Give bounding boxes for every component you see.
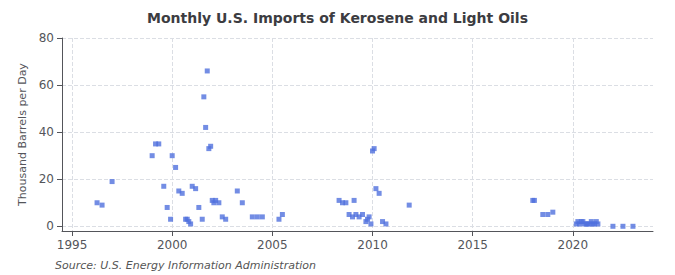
svg-text:60: 60 (39, 78, 54, 92)
svg-text:0: 0 (46, 219, 54, 233)
svg-text:80: 80 (39, 31, 54, 45)
svg-text:20: 20 (39, 172, 54, 186)
svg-text:2015: 2015 (457, 238, 488, 252)
svg-text:2000: 2000 (157, 238, 188, 252)
svg-text:2005: 2005 (257, 238, 288, 252)
svg-text:Monthly U.S. Imports of Kerose: Monthly U.S. Imports of Kerosene and Lig… (147, 10, 528, 26)
svg-text:Thousand Barrels per Day: Thousand Barrels per Day (16, 63, 29, 207)
svg-text:2020: 2020 (558, 238, 589, 252)
svg-text:1995: 1995 (57, 238, 88, 252)
svg-text:40: 40 (39, 125, 54, 139)
svg-text:2010: 2010 (357, 238, 388, 252)
svg-text:Source: U.S. Energy Informatio: Source: U.S. Energy Information Administ… (55, 259, 316, 272)
